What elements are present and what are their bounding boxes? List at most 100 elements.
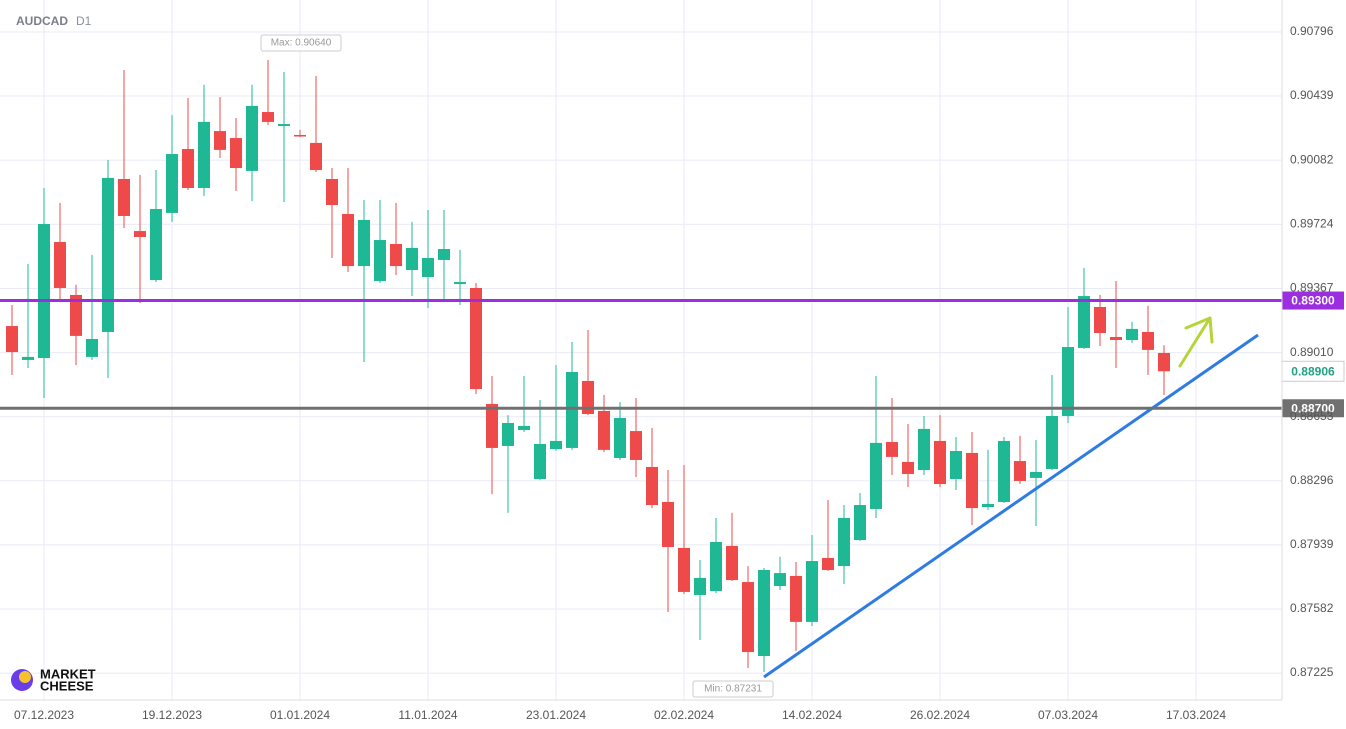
candle-body <box>662 501 674 548</box>
candle-body <box>790 575 802 622</box>
candle-body <box>214 131 226 150</box>
candle-body <box>198 121 210 188</box>
candle-body <box>278 124 290 127</box>
x-tick-label: 07.03.2024 <box>1038 708 1098 722</box>
min-box <box>692 680 774 698</box>
candle-body <box>1014 461 1026 481</box>
candle-body <box>726 545 738 581</box>
candle-body <box>598 410 610 450</box>
level-label: 0.89300 <box>1291 294 1335 308</box>
symbol: AUDCAD <box>16 14 68 28</box>
candle-body <box>678 547 690 592</box>
candle-body <box>470 287 482 390</box>
candle-body <box>1142 331 1154 350</box>
candle-body <box>614 417 626 458</box>
candle-body <box>310 142 322 171</box>
candle-body <box>326 178 338 206</box>
candle-body <box>822 557 834 571</box>
candle-body <box>902 461 914 474</box>
candle-body <box>390 243 402 267</box>
candle-body <box>886 442 898 457</box>
candle-body <box>118 178 130 216</box>
candle-body <box>70 294 82 336</box>
x-tick-label: 26.02.2024 <box>910 708 970 722</box>
x-tick-label: 23.01.2024 <box>526 708 586 722</box>
candle-body <box>150 208 162 281</box>
x-tick-label: 14.02.2024 <box>782 708 842 722</box>
candle-body <box>630 431 642 460</box>
candle-body <box>870 442 882 509</box>
candle-body <box>1110 336 1122 341</box>
candle-body <box>646 466 658 506</box>
candle-body <box>1062 347 1074 416</box>
candle-body <box>1030 471 1042 478</box>
candle-body <box>6 326 18 353</box>
x-tick-label: 17.03.2024 <box>1166 708 1226 722</box>
candle-body <box>38 224 50 358</box>
y-tick-label: 0.89724 <box>1290 217 1334 231</box>
candle-body <box>1094 307 1106 334</box>
min-marker: Min: 0.87231 <box>692 680 774 698</box>
logo-text: CHEESE <box>40 678 94 693</box>
candle-body <box>246 105 258 171</box>
candle-body <box>534 443 546 479</box>
candle-body <box>966 452 978 509</box>
level-label: 0.88700 <box>1291 401 1335 415</box>
candle-body <box>182 149 194 188</box>
max-box <box>260 34 342 52</box>
candle-body <box>774 573 786 586</box>
candle-body <box>838 517 850 567</box>
y-tick-label: 0.88653 <box>1290 409 1334 423</box>
candle-body <box>998 440 1010 502</box>
candle-body <box>374 240 386 281</box>
logo-icon-inner <box>19 671 31 683</box>
axis-labels: 0.90796 0.90439 0.90082 0.89724 0.89367 0.890… <box>14 24 1334 722</box>
candle-body <box>438 249 450 260</box>
candle-body <box>1078 296 1090 348</box>
max-label: Max: 0.90640 <box>271 38 332 49</box>
candle-body <box>1126 328 1138 341</box>
candle-body <box>102 177 114 332</box>
candle-body <box>134 231 146 237</box>
y-tick-label: 0.87225 <box>1290 665 1334 679</box>
candle-body <box>806 561 818 622</box>
up-arrow <box>1178 316 1214 368</box>
candle-body <box>230 138 242 169</box>
candle-body <box>518 426 530 430</box>
candle-body <box>342 214 354 267</box>
candle-body <box>454 282 466 285</box>
min-label: Min: 0.87231 <box>704 684 762 695</box>
candle-body <box>918 428 930 471</box>
y-tick-label: 0.89367 <box>1290 281 1334 295</box>
candle-body <box>854 505 866 541</box>
y-tick-label: 0.89010 <box>1290 345 1334 359</box>
candle-body <box>1046 415 1058 469</box>
logo-text: MARKET <box>40 666 96 681</box>
candle-body <box>742 582 754 653</box>
level-box <box>1282 399 1344 418</box>
max-marker: Max: 0.90640 <box>260 34 342 52</box>
candle-body <box>710 542 722 592</box>
x-tick-label: 07.12.2023 <box>14 708 74 722</box>
candle-body <box>486 403 498 448</box>
level-box <box>1282 291 1344 310</box>
candle-body <box>166 154 178 213</box>
levels: 0.89300 0.88700 0.88906 <box>0 291 1345 418</box>
candle-body <box>262 112 274 122</box>
y-tick-label: 0.90082 <box>1290 152 1334 166</box>
last-price-label: 0.88906 <box>1291 364 1335 378</box>
candle-body <box>86 338 98 357</box>
candle-body <box>934 440 946 485</box>
candle-body <box>358 219 370 267</box>
candle-body <box>950 450 962 479</box>
candle-body <box>1158 352 1170 372</box>
candle-body <box>758 570 770 657</box>
candle-body <box>982 503 994 508</box>
logo: MARKET CHEESE <box>11 666 96 693</box>
trend-line <box>763 333 1259 679</box>
candle-body <box>22 356 34 360</box>
candle-body <box>54 242 66 288</box>
